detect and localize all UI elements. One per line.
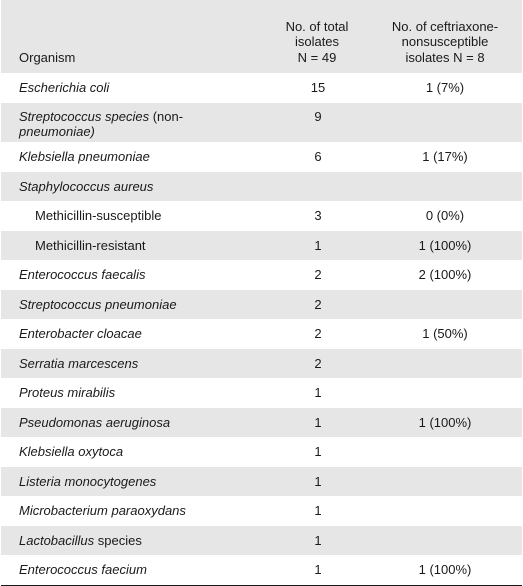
organism-name: Methicillin-resistant <box>35 237 146 253</box>
table-bottom-rule <box>1 584 522 586</box>
total-isolates: 1 <box>314 385 322 400</box>
total-isolates: 2 <box>314 355 322 371</box>
nonsusceptible-isolates: 1 (100%) <box>418 237 472 253</box>
nonsusceptible-isolates <box>372 349 522 379</box>
total-isolates: 2 <box>314 296 322 312</box>
table-row: Streptococcus pneumoniae 2 <box>1 289 522 320</box>
organism-name: Enterobacter cloacae <box>19 326 142 341</box>
table-row: Proteus mirabilis 1 <box>1 378 522 408</box>
table-row: Enterococcus faecalis 2 2 (100%) <box>1 260 522 290</box>
nonsusceptible-isolates: 1 (7%) <box>425 80 465 95</box>
organism-name: Pseudomonas aeruginosa <box>19 414 171 430</box>
table-row: Pseudomonas aeruginosa 1 1 (100%) <box>1 407 522 437</box>
organism-name-part: (non- <box>149 108 184 124</box>
header-total-line: N = 49 <box>297 49 337 65</box>
organism-name: Methicillin-susceptible <box>35 208 162 223</box>
table-header-row: Organism No. of total isolates N = 49 No… <box>1 0 522 73</box>
table-row: Enterobacter cloacae 2 1 (50%) <box>1 319 522 349</box>
total-isolates: 1 <box>314 503 322 518</box>
total-isolates: 2 <box>314 326 322 341</box>
total-isolates: 3 <box>314 208 322 223</box>
organism-name-part: Lactobacillus <box>19 532 95 548</box>
organism-name: Microbacterium paraoxydans <box>19 503 186 518</box>
table-row: Klebsiella oxytoca 1 <box>1 437 522 467</box>
organism-name: Enterococcus faecium <box>19 562 147 577</box>
organism-name: Streptococcus pneumoniae <box>19 296 177 312</box>
nonsusceptible-isolates <box>372 172 522 202</box>
total-isolates: 2 <box>314 267 322 282</box>
header-nonsusceptible-isolates: No. of ceftriaxone- nonsusceptible isola… <box>372 0 522 73</box>
nonsusceptible-isolates: 0 (0%) <box>425 208 465 223</box>
nonsusceptible-isolates <box>372 103 522 143</box>
organism-name: Klebsiella pneumoniae <box>19 149 150 164</box>
organism-name: Lactobacillus species <box>1 526 236 556</box>
organism-name: Serratia marcescens <box>19 355 139 371</box>
organism-name: Klebsiella oxytoca <box>19 444 124 459</box>
total-isolates: 1 <box>314 473 322 489</box>
nonsusceptible-isolates: 1 (100%) <box>418 414 472 430</box>
total-isolates: 1 <box>314 532 322 548</box>
total-isolates: 9 <box>314 108 322 124</box>
table-row: Enterococcus faecium 1 1 (100%) <box>1 555 522 585</box>
table-row: Lactobacillus species 1 <box>1 525 522 556</box>
total-isolates <box>236 172 372 202</box>
table-row: Listeria monocytogenes 1 <box>1 466 522 497</box>
nonsusceptible-isolates <box>372 496 522 526</box>
table-row: Staphylococcus aureus <box>1 171 522 202</box>
organism-name: Enterococcus faecalis <box>19 267 146 282</box>
total-isolates: 1 <box>314 237 322 253</box>
organism-name-part: pneumoniae) <box>19 124 95 139</box>
table-row: Methicillin-resistant 1 1 (100%) <box>1 230 522 260</box>
total-isolates: 1 <box>314 562 322 577</box>
header-nons-line: No. of ceftriaxone- <box>391 18 499 34</box>
table-row: Microbacterium paraoxydans 1 <box>1 496 522 526</box>
nonsusceptible-isolates: 1 (50%) <box>422 326 468 341</box>
table-row: Streptococcus species (non-pneumoniae) 9 <box>1 102 522 143</box>
organism-name: Listeria monocytogenes <box>19 473 157 489</box>
organism-name-part: species <box>94 532 142 548</box>
nonsusceptible-isolates <box>372 378 522 408</box>
header-nons-line: isolates N = 8 <box>405 49 485 65</box>
header-organism: Organism <box>19 49 76 65</box>
organism-name-part: Streptococcus species <box>19 108 150 124</box>
header-nons-line: nonsusceptible <box>401 34 489 49</box>
nonsusceptible-isolates <box>372 467 522 497</box>
table-row: Methicillin-susceptible 3 0 (0%) <box>1 201 522 231</box>
nonsusceptible-isolates: 1 (17%) <box>422 149 468 164</box>
organism-name: Escherichia coli <box>19 80 110 95</box>
nonsusceptible-isolates: 1 (100%) <box>418 562 472 577</box>
header-total-line: isolates <box>294 34 340 49</box>
header-total-isolates: No. of total isolates N = 49 <box>236 0 372 73</box>
total-isolates: 1 <box>314 414 322 430</box>
nonsusceptible-isolates: 2 (100%) <box>418 267 472 282</box>
organism-name: Staphylococcus aureus <box>19 178 154 194</box>
header-total-line: No. of total <box>285 18 349 34</box>
total-isolates: 6 <box>314 149 322 164</box>
table-row: Klebsiella pneumoniae 6 1 (17%) <box>1 142 522 172</box>
total-isolates: 1 <box>314 444 322 459</box>
organism-name: Streptococcus species (non-pneumoniae) <box>1 103 236 143</box>
total-isolates: 15 <box>310 80 326 95</box>
table-row: Escherichia coli 15 1 (7%) <box>1 73 522 103</box>
nonsusceptible-isolates <box>372 526 522 556</box>
nonsusceptible-isolates <box>372 290 522 320</box>
organism-name: Proteus mirabilis <box>19 385 116 400</box>
nonsusceptible-isolates <box>372 437 522 467</box>
table-row: Serratia marcescens 2 <box>1 348 522 379</box>
